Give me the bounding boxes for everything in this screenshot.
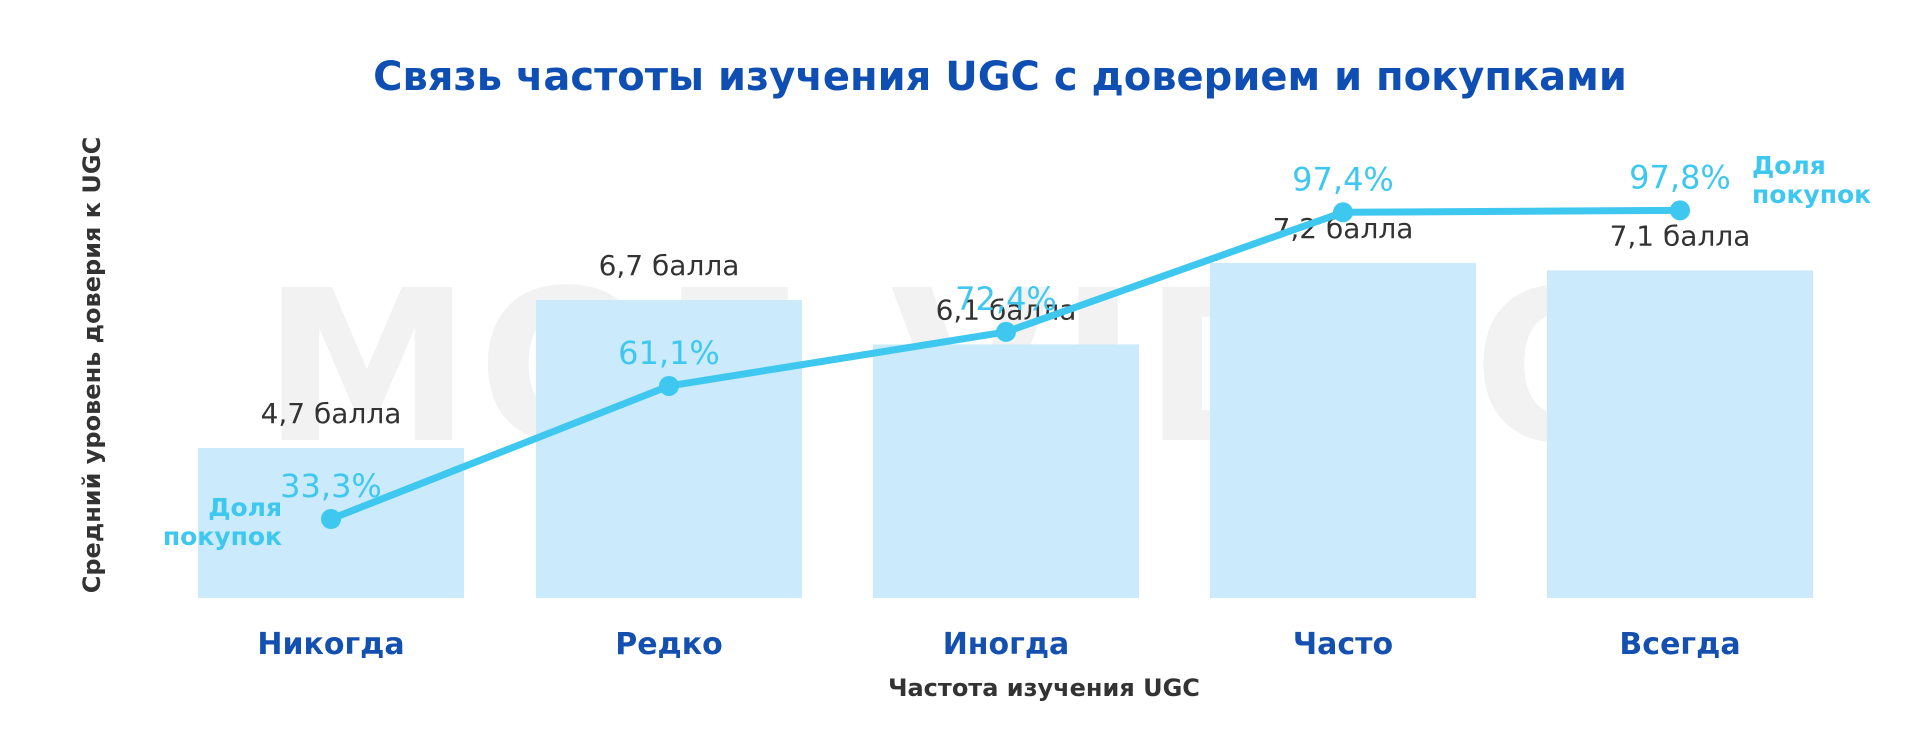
purchase-point <box>659 375 679 396</box>
bar-value-label: 6,1 балла <box>936 293 1077 326</box>
x-axis-label: Частота изучения UGC <box>888 674 1200 702</box>
purchase-point <box>996 321 1016 342</box>
series-name-label: Доля <box>208 493 282 522</box>
series-name-label: Доля <box>1752 151 1826 180</box>
category-label: Иногда <box>943 627 1070 662</box>
purchase-value-label: 72,4% <box>955 280 1057 318</box>
purchase-value-label: 97,4% <box>1292 160 1394 198</box>
bar-4 <box>1210 263 1476 598</box>
purchase-point <box>1333 202 1353 223</box>
chart-title: Связь частоты изучения UGC с доверием и … <box>373 54 1627 100</box>
bar-value-label: 6,7 балла <box>599 249 740 282</box>
bar-5 <box>1547 270 1813 598</box>
series-name-label: покупок <box>1752 180 1871 209</box>
category-labels: Никогда Редко Иногда Часто Всегда <box>257 627 1740 662</box>
bar-value-label: 4,7 балла <box>261 397 402 430</box>
category-label: Никогда <box>257 627 404 662</box>
category-label: Часто <box>1293 627 1393 662</box>
purchase-value-label: 97,8% <box>1629 158 1731 196</box>
category-label: Редко <box>615 627 723 662</box>
bar-3 <box>873 344 1139 598</box>
bar-2 <box>536 300 802 598</box>
bar-value-label: 7,1 балла <box>1610 219 1751 252</box>
series-name-label: покупок <box>163 522 282 551</box>
purchase-point <box>321 509 341 529</box>
y-axis-label: Средний уровень доверия к UGC <box>78 137 106 593</box>
purchase-value-label: 61,1% <box>618 334 720 372</box>
purchase-value-label: 33,3% <box>280 467 382 505</box>
category-label: Всегда <box>1619 627 1740 662</box>
purchase-line-group: 33,3%61,1%72,4%97,4% 97,8%ДоляпокупокДоля… <box>163 151 1871 551</box>
purchase-point <box>1670 200 1690 221</box>
